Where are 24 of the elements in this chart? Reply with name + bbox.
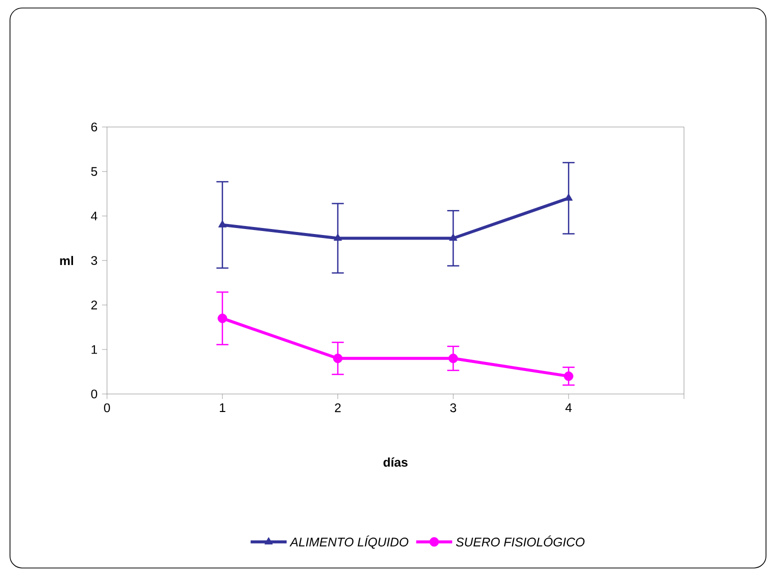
y-tick-label: 4 — [90, 212, 98, 220]
point — [564, 193, 573, 201]
y-tick-label: 5 — [91, 167, 98, 176]
point — [334, 233, 342, 241]
y-tick-label: 1 — [92, 345, 98, 354]
y-tick-label: 3 — [91, 256, 98, 265]
x-tick-label: 4 — [565, 403, 572, 412]
point — [449, 233, 458, 241]
x-tick-label: 3 — [450, 403, 456, 412]
point — [333, 354, 343, 364]
x-tick-label: 1 — [220, 403, 226, 412]
point — [564, 371, 574, 381]
y-tick-label: 0 — [91, 390, 98, 398]
point — [218, 314, 228, 324]
legend-label: ALIMENTO LÍQUIDO — [290, 536, 408, 549]
x-tick-label: 2 — [334, 403, 341, 412]
y-axis-title: ml — [60, 256, 74, 266]
x-axis-title: días — [384, 457, 408, 467]
point — [218, 220, 227, 228]
legend-label: SUERO FISIOLÓGICO — [456, 536, 585, 547]
point — [448, 354, 458, 364]
x-tick-label: 0 — [104, 403, 110, 412]
y-tick-label: 6 — [91, 122, 98, 132]
y-tick-label: 2 — [91, 300, 98, 310]
